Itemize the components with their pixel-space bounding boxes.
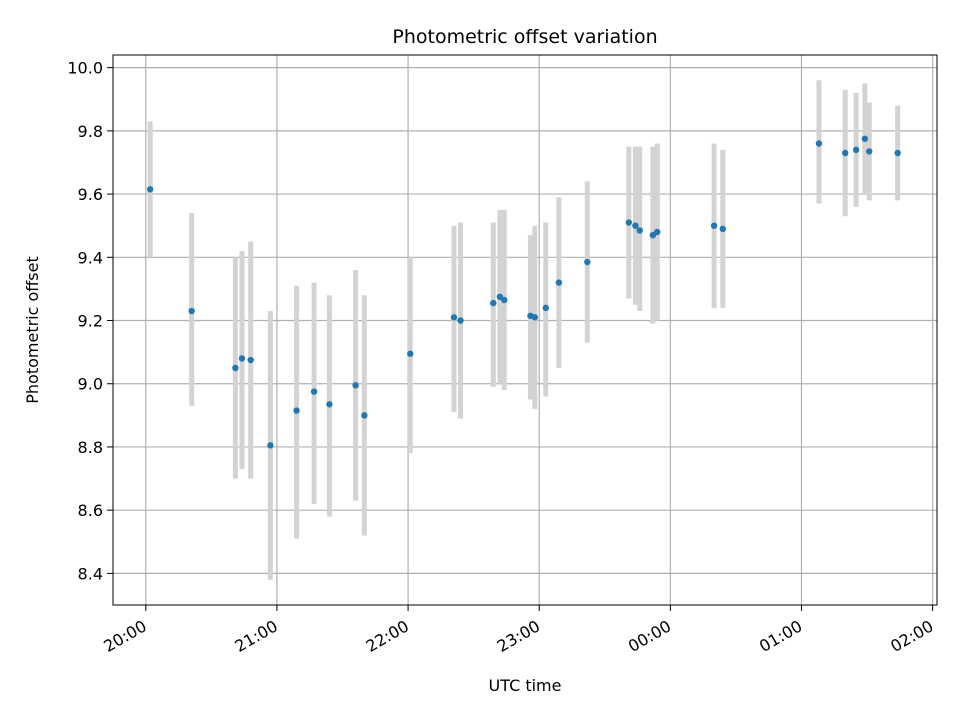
plot-frame: [112, 54, 938, 606]
data-point: [625, 219, 633, 226]
x-axis-label: UTC time: [489, 676, 562, 695]
data-point: [815, 140, 823, 147]
y-tick-label: 9.4: [78, 248, 103, 267]
y-tick-label: 8.8: [78, 438, 103, 457]
data-point: [232, 364, 239, 372]
data-point: [531, 314, 539, 321]
y-tick-label: 9.2: [78, 312, 103, 331]
data-point: [238, 355, 246, 362]
data-point: [654, 228, 661, 236]
data-point: [861, 135, 869, 142]
data-point: [326, 401, 333, 408]
data-point: [852, 146, 860, 154]
y-tick-label: 9.8: [78, 122, 103, 141]
data-point: [584, 258, 591, 266]
data-point: [457, 317, 464, 324]
data-point: [542, 304, 549, 312]
data-point: [490, 299, 497, 307]
y-tick-label: 9.0: [78, 375, 103, 394]
y-tick-label: 8.6: [78, 501, 103, 520]
data-points: [146, 135, 901, 449]
data-point: [842, 149, 849, 157]
data-point: [710, 222, 718, 229]
data-point: [310, 388, 318, 395]
data-point: [407, 350, 414, 357]
y-axis: 8.4 8.6 8.8 9.0 9.2 9.4 9.6 9.8 10.0: [67, 59, 113, 583]
data-point: [501, 296, 508, 304]
chart-title: Photometric offset variation: [392, 26, 657, 48]
data-point: [636, 227, 643, 234]
data-point: [247, 356, 254, 364]
y-tick-label: 8.4: [78, 564, 103, 583]
y-tick-label: 9.6: [78, 185, 103, 204]
data-point: [866, 148, 873, 155]
data-point: [450, 314, 458, 321]
data-point: [361, 412, 368, 419]
data-point: [894, 149, 901, 157]
y-axis-label: Photometric offset: [23, 256, 42, 404]
data-point: [188, 307, 195, 315]
data-point: [352, 382, 359, 389]
data-point: [293, 407, 300, 414]
data-point: [555, 279, 563, 286]
y-tick-label: 10.0: [67, 59, 103, 78]
data-point: [632, 222, 639, 229]
data-point: [146, 186, 154, 193]
data-point: [267, 442, 274, 449]
data-point: [719, 225, 727, 233]
